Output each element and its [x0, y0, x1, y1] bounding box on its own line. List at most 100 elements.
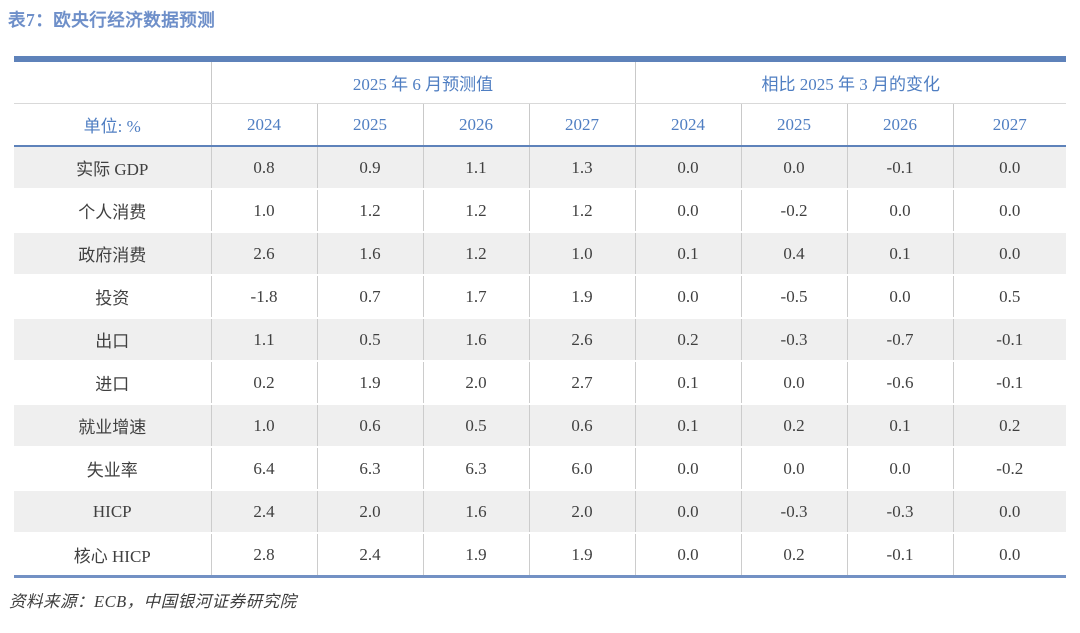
year-header: 2027 [953, 103, 1066, 147]
table-header: 2025 年 6 月预测值 相比 2025 年 3 月的变化 单位: % 202… [14, 62, 1066, 147]
data-cell: 0.1 [635, 404, 742, 448]
data-cell: 0.5 [423, 404, 530, 448]
row-label: 投资 [14, 275, 212, 319]
data-cell: 1.9 [529, 533, 636, 575]
year-header: 2026 [423, 103, 530, 147]
data-cell: 2.6 [529, 318, 636, 362]
data-cell: 0.2 [741, 533, 848, 575]
data-cell: 1.1 [423, 146, 530, 190]
page-title: 表7：欧央行经济数据预测 [8, 10, 216, 30]
table-row: HICP 2.4 2.0 1.6 2.0 0.0 -0.3 -0.3 0.0 [14, 490, 1066, 534]
data-cell: 1.2 [317, 189, 424, 233]
data-cell: 1.9 [529, 275, 636, 319]
data-cell: 0.1 [635, 232, 742, 276]
data-cell: 2.0 [529, 490, 636, 534]
data-cell: 0.5 [953, 275, 1066, 319]
data-cell: 2.0 [423, 361, 530, 405]
data-cell: 0.4 [741, 232, 848, 276]
data-cell: 0.6 [529, 404, 636, 448]
data-cell: 0.0 [635, 447, 742, 491]
year-header: 2024 [635, 103, 742, 147]
data-cell: 1.0 [211, 404, 318, 448]
data-cell: 0.0 [953, 189, 1066, 233]
year-header-row: 单位: % 2024 2025 2026 2027 2024 2025 2026… [14, 103, 1066, 147]
data-cell: 1.6 [423, 490, 530, 534]
data-cell: -0.2 [741, 189, 848, 233]
row-label: 进口 [14, 361, 212, 405]
data-cell: 2.8 [211, 533, 318, 575]
data-cell: 0.0 [635, 189, 742, 233]
data-cell: -0.3 [741, 490, 848, 534]
data-cell: 2.4 [317, 533, 424, 575]
data-cell: 0.0 [635, 490, 742, 534]
data-cell: 1.9 [423, 533, 530, 575]
data-cell: 0.0 [741, 361, 848, 405]
data-cell: 0.0 [953, 490, 1066, 534]
year-header: 2026 [847, 103, 954, 147]
data-cell: 0.1 [847, 232, 954, 276]
row-label: 失业率 [14, 447, 212, 491]
data-cell: 0.0 [847, 275, 954, 319]
forecast-table: 2025 年 6 月预测值 相比 2025 年 3 月的变化 单位: % 202… [14, 56, 1066, 578]
data-cell: -0.3 [847, 490, 954, 534]
data-cell: 1.1 [211, 318, 318, 362]
table-row: 失业率 6.4 6.3 6.3 6.0 0.0 0.0 0.0 -0.2 [14, 447, 1066, 491]
data-cell: -0.6 [847, 361, 954, 405]
data-cell: 0.0 [999, 544, 1021, 564]
table-row: 个人消费 1.0 1.2 1.2 1.2 0.0 -0.2 0.0 0.0 [14, 189, 1066, 233]
data-cell: 2.0 [317, 490, 424, 534]
year-header: 2025 [741, 103, 848, 147]
data-cell: 1.2 [423, 232, 530, 276]
data-cell: -0.1 [847, 146, 954, 190]
data-cell: 1.0 [211, 189, 318, 233]
data-cell: 0.9 [317, 146, 424, 190]
data-cell: 1.2 [423, 189, 530, 233]
data-cell: 0.8 [211, 146, 318, 190]
unit-header: 单位: % [14, 103, 212, 147]
group-header-change: 相比 2025 年 3 月的变化 [635, 62, 1066, 104]
table-row: 投资 -1.8 0.7 1.7 1.9 0.0 -0.5 0.0 0.5 [14, 275, 1066, 319]
data-cell: 6.4 [211, 447, 318, 491]
data-cell: 0.0 [847, 447, 954, 491]
data-cell: 0.5 [317, 318, 424, 362]
row-label: 个人消费 [14, 189, 212, 233]
data-cell: 0.2 [953, 404, 1066, 448]
table-row: 进口 0.2 1.9 2.0 2.7 0.1 0.0 -0.6 -0.1 [14, 361, 1066, 405]
data-cell: 1.9 [317, 361, 424, 405]
row-label: 出口 [14, 318, 212, 362]
row-label: HICP [14, 490, 212, 534]
data-cell: 0.2 [211, 361, 318, 405]
corner-cell [14, 62, 212, 104]
data-cell: 0.0 [953, 146, 1066, 190]
table-row: 实际 GDP 0.8 0.9 1.1 1.3 0.0 0.0 -0.1 0.0 [14, 146, 1066, 190]
data-cell: 1.0 [529, 232, 636, 276]
data-cell: -0.2 [953, 447, 1066, 491]
row-label: 实际 GDP [14, 146, 212, 190]
table-row: 出口 1.1 0.5 1.6 2.6 0.2 -0.3 -0.7 -0.1 [14, 318, 1066, 362]
data-cell: 0.1 [635, 361, 742, 405]
row-label: 核心 HICP [14, 533, 212, 575]
data-cell: 0.0 [635, 275, 742, 319]
data-cell: 1.6 [423, 318, 530, 362]
row-label: 就业增速 [14, 404, 212, 448]
year-header: 2027 [529, 103, 636, 147]
group-header-row: 2025 年 6 月预测值 相比 2025 年 3 月的变化 [14, 62, 1066, 104]
source-note: 资料来源：ECB，中国银河证券研究院 [9, 592, 297, 611]
data-cell: 6.3 [423, 447, 530, 491]
data-cell: 6.0 [529, 447, 636, 491]
data-cell: 2.6 [211, 232, 318, 276]
data-cell: 0.2 [635, 318, 742, 362]
year-header: 2024 [211, 103, 318, 147]
data-cell: 0.0 [953, 232, 1066, 276]
data-cell: 0.0 [847, 189, 954, 233]
data-cell: 1.2 [529, 189, 636, 233]
data-cell: 0.0 [741, 447, 848, 491]
data-cell: 1.6 [317, 232, 424, 276]
data-cell: -0.7 [847, 318, 954, 362]
data-cell: 2.4 [211, 490, 318, 534]
data-cell: 0.0 [741, 146, 848, 190]
data-cell: 1.3 [529, 146, 636, 190]
data-cell: 0.1 [847, 404, 954, 448]
data-cell: 2.7 [529, 361, 636, 405]
data-cell: -1.8 [211, 275, 318, 319]
